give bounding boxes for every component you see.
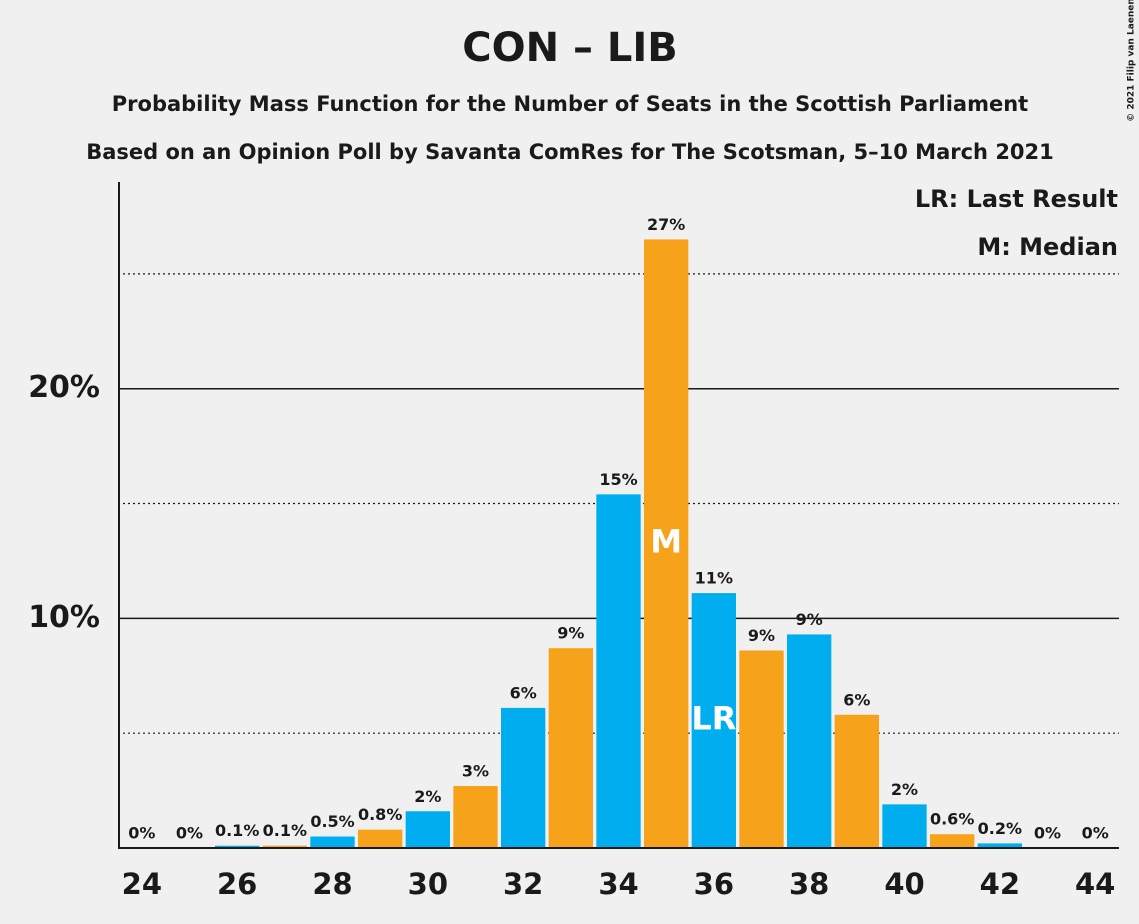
- chart-subtitle: Based on an Opinion Poll by Savanta ComR…: [86, 140, 1054, 164]
- chart-subtitle: Probability Mass Function for the Number…: [112, 92, 1028, 116]
- bar: [739, 650, 784, 848]
- bar: [405, 811, 450, 848]
- x-tick-label: 26: [217, 867, 257, 901]
- bar: [882, 804, 927, 848]
- bar: [262, 845, 307, 848]
- value-label: 0.8%: [358, 805, 402, 824]
- bar: [834, 714, 879, 848]
- value-label: 9%: [748, 626, 775, 645]
- y-tick-label: 10%: [28, 600, 100, 635]
- x-tick-label: 36: [694, 867, 734, 901]
- x-tick-label: 38: [789, 867, 829, 901]
- value-label: 2%: [891, 780, 918, 799]
- bar: [977, 843, 1022, 848]
- value-label: 0%: [1082, 824, 1109, 843]
- legend-note: M: Median: [977, 233, 1118, 261]
- x-tick-label: 40: [884, 867, 924, 901]
- bar: [548, 648, 593, 848]
- x-tick-label: 34: [598, 867, 638, 901]
- bar: [215, 845, 260, 848]
- value-label: 0.2%: [978, 819, 1022, 838]
- bar: [358, 829, 403, 848]
- y-tick-label: 20%: [28, 370, 100, 405]
- legend-note: LR: Last Result: [915, 185, 1118, 213]
- chart-title: CON – LIB: [462, 25, 678, 71]
- copyright: © 2021 Filip van Laenen: [1127, 0, 1137, 122]
- value-label: 9%: [796, 610, 823, 629]
- value-label: 0%: [1034, 824, 1061, 843]
- bar: [501, 707, 546, 848]
- bar: [310, 836, 355, 848]
- value-label: 0%: [176, 824, 203, 843]
- x-tick-label: 24: [122, 867, 162, 901]
- value-label: 0.5%: [310, 812, 354, 831]
- value-label: 0.6%: [930, 810, 974, 829]
- bar-annotation: M: [650, 523, 682, 561]
- value-label: 27%: [647, 215, 685, 234]
- value-label: 0%: [128, 824, 155, 843]
- value-label: 2%: [414, 787, 441, 806]
- value-label: 0.1%: [215, 821, 259, 840]
- value-label: 6%: [843, 690, 870, 709]
- bar: [787, 634, 832, 848]
- bar: [930, 834, 975, 848]
- bar: [691, 593, 736, 848]
- value-label: 15%: [599, 470, 637, 489]
- bar-annotation: LR: [691, 700, 736, 738]
- x-tick-label: 30: [408, 867, 448, 901]
- x-tick-label: 32: [503, 867, 543, 901]
- value-label: 6%: [510, 683, 537, 702]
- bar: [596, 494, 641, 848]
- x-tick-label: 28: [312, 867, 352, 901]
- value-label: 0.1%: [263, 821, 307, 840]
- value-label: 11%: [695, 569, 733, 588]
- x-tick-label: 44: [1075, 867, 1115, 901]
- bar: [453, 785, 498, 848]
- bar: [644, 239, 689, 848]
- x-tick-label: 42: [980, 867, 1020, 901]
- value-label: 3%: [462, 761, 489, 780]
- value-label: 9%: [557, 624, 584, 643]
